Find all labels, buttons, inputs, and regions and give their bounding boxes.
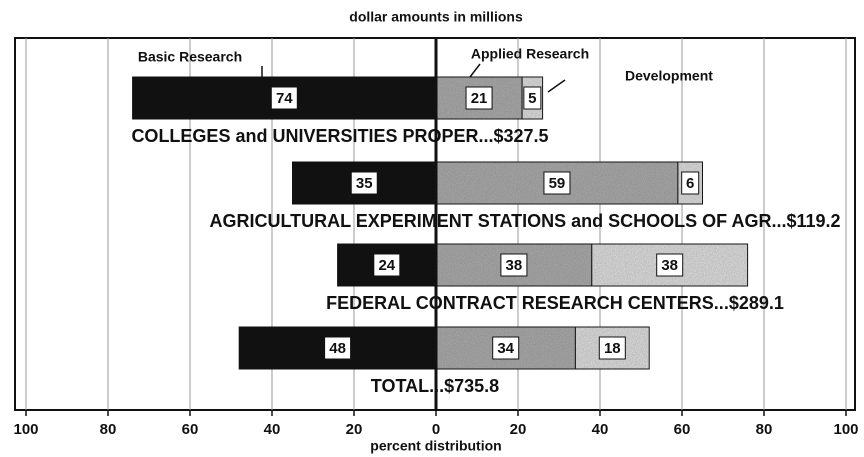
value-label: 74 xyxy=(276,90,293,107)
chart-title: dollar amounts in millions xyxy=(349,9,523,25)
value-label-box xyxy=(681,171,700,195)
value-label-box xyxy=(270,86,298,110)
legend-leader xyxy=(547,79,566,93)
x-tick-label: 60 xyxy=(182,421,199,438)
value-label-box xyxy=(598,336,626,360)
category-label: COLLEGES and UNIVERSITIES PROPER...$327.… xyxy=(131,126,548,146)
legend-label: Development xyxy=(625,68,713,84)
category-label: AGRICULTURAL EXPERIMENT STATIONS and SCH… xyxy=(209,211,840,231)
value-label-box xyxy=(350,171,378,195)
x-tick-label: 20 xyxy=(510,421,527,438)
value-label: 6 xyxy=(686,175,694,192)
value-label-box xyxy=(492,336,520,360)
value-label-box xyxy=(523,86,542,110)
value-label-box xyxy=(500,253,528,277)
value-label: 38 xyxy=(661,257,678,274)
value-label: 34 xyxy=(497,340,514,357)
x-tick-label: 60 xyxy=(674,421,691,438)
x-tick-label: 0 xyxy=(432,421,440,438)
value-label: 21 xyxy=(471,90,488,107)
category-label: FEDERAL CONTRACT RESEARCH CENTERS...$289… xyxy=(326,293,784,313)
value-label-box xyxy=(656,253,684,277)
value-label: 5 xyxy=(528,90,536,107)
value-label: 18 xyxy=(604,340,621,357)
x-tick-label: 80 xyxy=(100,421,117,438)
x-tick-label: 100 xyxy=(13,421,38,438)
legend-label: Applied Research xyxy=(471,46,589,62)
value-label: 48 xyxy=(329,340,346,357)
x-tick-label: 40 xyxy=(592,421,609,438)
value-label: 59 xyxy=(549,175,566,192)
x-tick-label: 100 xyxy=(833,421,858,438)
x-tick-label: 80 xyxy=(756,421,773,438)
value-label: 24 xyxy=(378,257,395,274)
x-axis-label: percent distribution xyxy=(370,438,501,454)
value-label-box xyxy=(373,253,401,277)
value-label-box xyxy=(543,171,571,195)
value-label-box xyxy=(324,336,352,360)
x-tick-label: 40 xyxy=(264,421,281,438)
value-label: 38 xyxy=(506,257,523,274)
value-label: 35 xyxy=(356,175,373,192)
x-tick-label: 20 xyxy=(346,421,363,438)
value-label-box xyxy=(465,86,493,110)
legend-leader xyxy=(469,63,481,78)
legend-label: Basic Research xyxy=(138,49,242,65)
